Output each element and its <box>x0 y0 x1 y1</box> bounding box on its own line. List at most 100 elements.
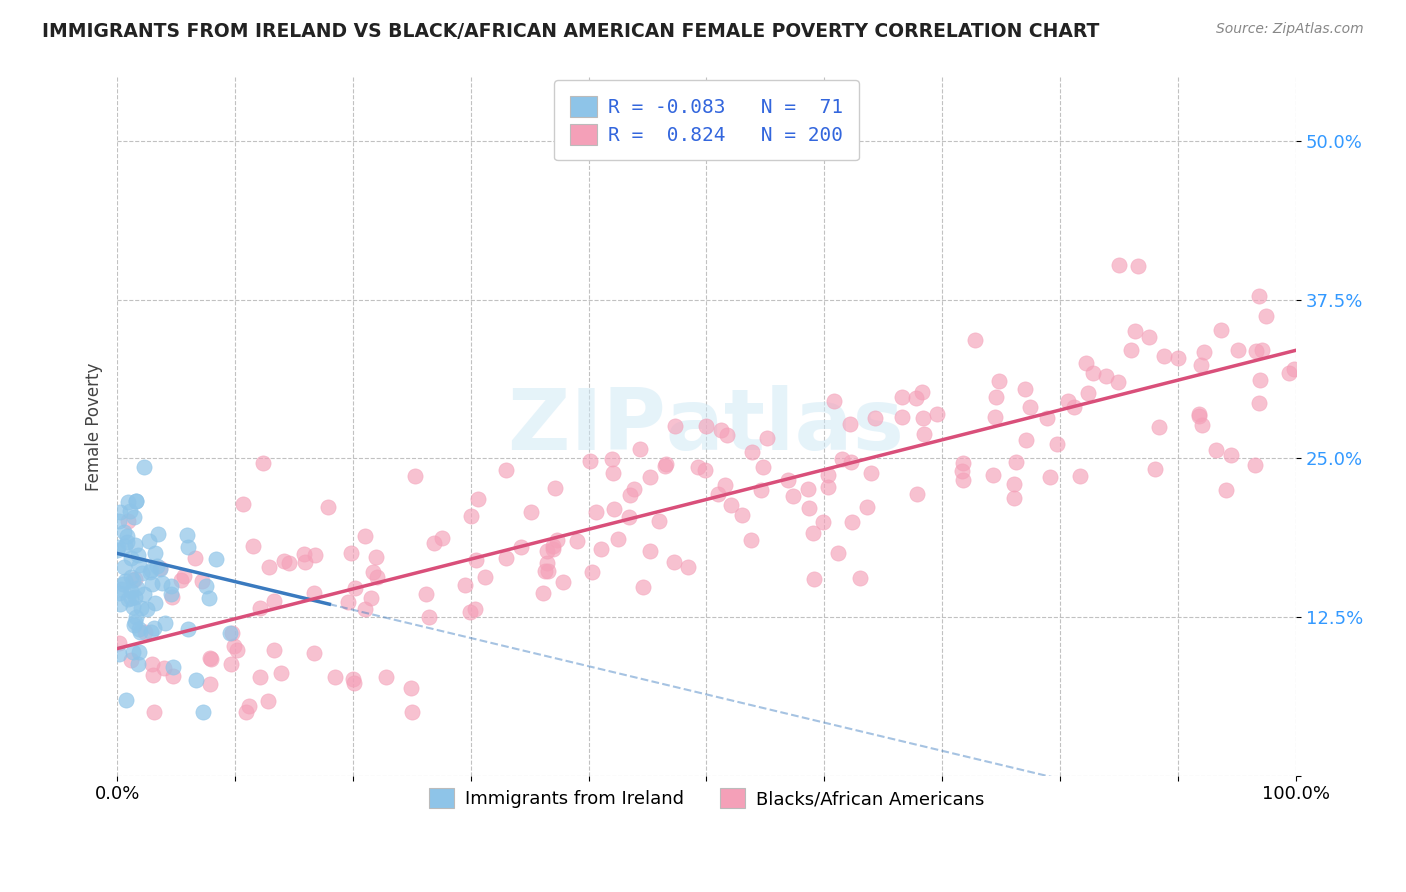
Point <box>354 529 377 543</box>
Point <box>120 653 142 667</box>
Point <box>125 494 148 508</box>
Point <box>221 626 243 640</box>
Point <box>749 483 772 498</box>
Point <box>177 622 200 636</box>
Point <box>623 482 645 496</box>
Point <box>198 591 221 605</box>
Point <box>988 374 1011 388</box>
Point <box>890 390 912 404</box>
Point <box>695 463 717 477</box>
Point <box>1189 359 1212 373</box>
Point <box>302 586 325 600</box>
Point <box>1019 400 1042 414</box>
Point <box>707 486 730 500</box>
Point <box>776 474 799 488</box>
Point <box>200 652 222 666</box>
Point <box>138 533 160 548</box>
Point <box>859 467 882 481</box>
Point <box>399 681 422 695</box>
Point <box>323 670 346 684</box>
Point <box>1209 323 1232 337</box>
Point <box>184 673 207 688</box>
Point <box>1077 385 1099 400</box>
Point <box>366 570 388 584</box>
Point <box>256 693 278 707</box>
Point <box>1246 343 1268 358</box>
Point <box>1226 343 1249 358</box>
Point <box>143 596 166 610</box>
Point <box>191 706 214 720</box>
Point <box>1069 469 1091 483</box>
Point <box>676 559 699 574</box>
Point <box>536 557 558 571</box>
Point <box>465 552 488 566</box>
Point <box>194 579 217 593</box>
Point <box>142 668 165 682</box>
Point <box>579 453 602 467</box>
Point <box>495 551 517 566</box>
Point <box>912 426 935 441</box>
Point <box>120 570 142 584</box>
Point <box>741 444 763 458</box>
Point <box>117 592 139 607</box>
Point <box>128 622 150 636</box>
Point <box>714 478 737 492</box>
Point <box>1282 362 1305 376</box>
Point <box>664 418 686 433</box>
Point <box>531 586 554 600</box>
Point <box>740 533 762 547</box>
Point <box>751 459 773 474</box>
Point <box>139 563 162 577</box>
Point <box>340 545 363 559</box>
Point <box>541 539 564 553</box>
Point <box>342 672 364 686</box>
Point <box>831 452 853 467</box>
Point <box>782 489 804 503</box>
Point <box>1254 310 1277 324</box>
Point <box>304 548 326 562</box>
Point <box>537 564 560 578</box>
Point <box>474 570 496 584</box>
Point <box>226 643 249 657</box>
Y-axis label: Female Poverty: Female Poverty <box>86 362 103 491</box>
Point <box>114 539 136 553</box>
Point <box>141 576 163 591</box>
Point <box>292 547 315 561</box>
Point <box>1215 483 1237 497</box>
Point <box>162 659 184 673</box>
Point <box>544 481 567 495</box>
Point <box>602 466 624 480</box>
Point <box>827 545 849 559</box>
Point <box>1278 366 1301 380</box>
Point <box>600 452 623 467</box>
Point <box>238 699 260 714</box>
Point <box>1107 375 1129 389</box>
Point <box>366 550 388 565</box>
Point <box>756 431 779 445</box>
Point <box>249 670 271 684</box>
Point <box>710 423 733 437</box>
Point <box>460 508 482 523</box>
Point <box>638 544 661 558</box>
Point <box>1167 351 1189 365</box>
Point <box>190 574 212 589</box>
Point <box>129 600 152 615</box>
Point <box>716 427 738 442</box>
Point <box>200 651 222 665</box>
Point <box>541 541 564 556</box>
Point <box>127 548 149 562</box>
Point <box>654 459 676 474</box>
Point <box>134 624 156 639</box>
Point <box>1046 437 1069 451</box>
Point <box>134 460 156 475</box>
Point <box>263 593 285 607</box>
Point <box>1143 462 1166 476</box>
Point <box>122 617 145 632</box>
Text: IMMIGRANTS FROM IRELAND VS BLACK/AFRICAN AMERICAN FEMALE POVERTY CORRELATION CHA: IMMIGRANTS FROM IRELAND VS BLACK/AFRICAN… <box>42 22 1099 41</box>
Point <box>159 587 181 601</box>
Point <box>112 560 135 574</box>
Point <box>911 385 934 400</box>
Point <box>336 595 359 609</box>
Point <box>139 624 162 639</box>
Point <box>124 590 146 604</box>
